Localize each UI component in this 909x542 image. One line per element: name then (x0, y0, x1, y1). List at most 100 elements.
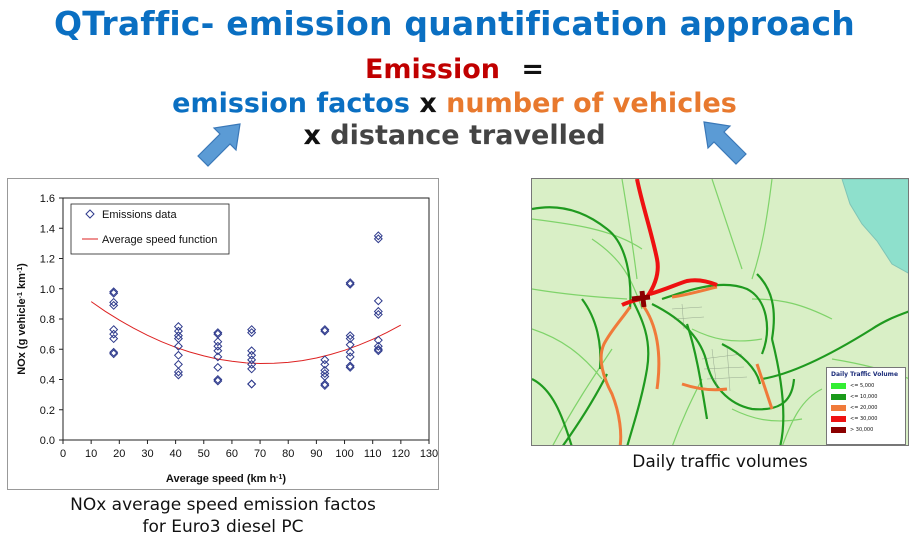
x-tick-label: 120 (392, 448, 410, 460)
emissions-data-point (109, 297, 119, 307)
formula-times-1: x (419, 88, 437, 119)
x-tick-label: 110 (364, 448, 382, 460)
emissions-data-point (247, 364, 257, 374)
emissions-data-point (345, 331, 355, 341)
x-tick-label: 10 (85, 448, 97, 460)
emissions-data-point (373, 344, 383, 354)
formula-times-2: x (303, 120, 321, 151)
emissions-data-point (345, 334, 355, 344)
formula-emission-factors: emission factos (172, 88, 410, 119)
y-tick-label: 1.4 (40, 223, 55, 235)
emissions-data-point (373, 306, 383, 316)
map-legend: Daily Traffic Volume <= 5,000 <= 10,000 … (826, 367, 906, 445)
plot-frame (62, 197, 430, 441)
emissions-data-point (247, 355, 257, 365)
emissions-data-point (247, 325, 257, 335)
x-tick-label: 80 (282, 448, 294, 460)
formula-line-3: x distance travelled (0, 120, 909, 151)
very-heavy-roads (631, 290, 651, 308)
emissions-data-point (213, 376, 223, 386)
x-tick-label: 30 (141, 448, 153, 460)
busy-roads (599, 285, 774, 445)
map-legend-row-4: <= 30,000 (831, 413, 905, 424)
emissions-data-point (320, 326, 330, 336)
x-axis-label: Average speed (km h-1) (166, 473, 286, 485)
formula-emission: Emission (364, 54, 500, 85)
emissions-data-point (345, 279, 355, 289)
legend-average-speed-function: Average speed function (102, 234, 217, 246)
formula-distance-travelled: distance travelled (330, 120, 606, 151)
y-tick-label: 0.4 (40, 375, 55, 387)
y-tick-label: 1.6 (40, 193, 55, 205)
map-caption: Daily traffic volumes (632, 452, 808, 472)
emissions-data-point (320, 379, 330, 389)
emissions-data-point (173, 341, 183, 351)
chart-caption-line-2: for Euro3 diesel PC (142, 517, 304, 537)
emissions-data-point (173, 367, 183, 377)
emissions-data-point (345, 347, 355, 357)
emissions-data-point (173, 359, 183, 369)
emissions-data-point (320, 368, 330, 378)
emissions-data-point (320, 381, 330, 391)
map-svg (532, 179, 908, 445)
x-tick-label: 130 (420, 448, 438, 460)
traffic-map: Daily Traffic Volume <= 5,000 <= 10,000 … (531, 178, 909, 446)
emissions-data-point (109, 334, 119, 344)
emissions-data-point (109, 349, 119, 359)
x-tick-label: 70 (254, 448, 266, 460)
emissions-data-point (247, 359, 257, 369)
emissions-data-point (213, 346, 223, 356)
emissions-data-point (213, 337, 223, 347)
emissions-data-point (320, 355, 330, 365)
emissions-data-point (213, 341, 223, 351)
arrow-up-left-icon (703, 121, 747, 165)
chart-caption-line-1: NOx average speed emission factos (70, 495, 376, 515)
x-tick-label: 90 (310, 448, 322, 460)
chart-svg: 0 10 20 30 40 50 60 70 80 90 100 110 120 130 0.0 0.2 0.4… (16, 193, 438, 485)
y-tick-label: 0.2 (40, 405, 55, 417)
map-legend-row-2: <= 10,000 (831, 391, 905, 402)
legend-swatch-4 (831, 415, 846, 422)
emissions-data-point (345, 278, 355, 288)
emissions-data-point (320, 365, 330, 375)
emissions-data-point (345, 362, 355, 372)
legend-label-5: > 30,000 (850, 426, 874, 433)
nox-speed-chart: 0 10 20 30 40 50 60 70 80 90 100 110 120 130 0.0 0.2 0.4… (7, 178, 439, 490)
emissions-data-point (173, 331, 183, 341)
map-legend-row-3: <= 20,000 (831, 402, 905, 413)
emissions-data-point (373, 346, 383, 356)
emissions-data-point (173, 326, 183, 336)
emissions-data-point (109, 325, 119, 335)
emissions-data-point (173, 322, 183, 332)
formula-line-1: Emission = (0, 54, 909, 85)
sea-area (841, 179, 908, 274)
emissions-data-point (213, 352, 223, 362)
emissions-data-point (213, 374, 223, 385)
legend-label-2: <= 10,000 (850, 393, 878, 400)
emissions-data-point (345, 352, 355, 362)
emissions-data-point (345, 361, 355, 371)
x-tick-label: 20 (113, 448, 125, 460)
legend-swatch-2 (831, 393, 846, 400)
slide-title: QTraffic- emission quantification approa… (54, 4, 855, 43)
emissions-data-point (373, 296, 383, 306)
legend-swatch-5 (831, 426, 846, 433)
x-tick-label: 50 (198, 448, 210, 460)
emissions-data-point (247, 346, 257, 356)
emissions-data-point (213, 328, 223, 338)
y-tick-label: 0.0 (40, 435, 55, 447)
x-tick-label: 40 (169, 448, 181, 460)
emissions-data-point (173, 370, 183, 380)
emissions-data-point (320, 359, 330, 369)
legend-emissions-data: Emissions data (102, 209, 177, 221)
urban-streets (671, 303, 748, 392)
y-axis-label: NOx (g vehicle-1 km-1) (16, 263, 28, 375)
legend-swatch-1 (831, 382, 846, 389)
emissions-data-point (373, 341, 383, 351)
emissions-data-point (373, 309, 383, 319)
y-tick-label: 0.6 (40, 344, 55, 356)
emissions-data-point (173, 334, 183, 344)
emissions-data-point (173, 350, 183, 360)
emissions-data-point (373, 335, 383, 345)
emissions-data-point (247, 350, 257, 360)
